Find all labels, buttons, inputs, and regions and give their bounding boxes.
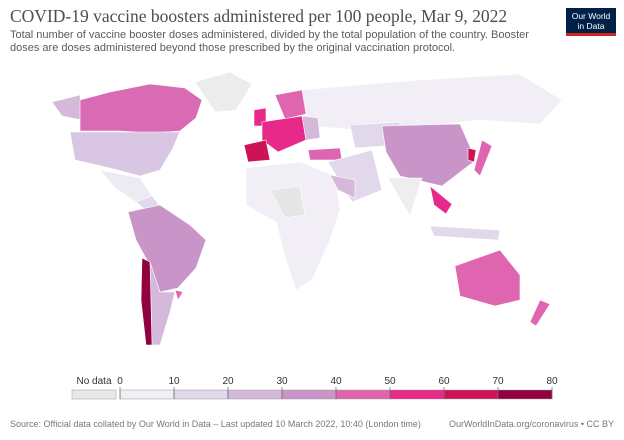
legend: No data 0 10 20 30 40 50 60 70 80 (71, 376, 558, 400)
region (307, 147, 343, 161)
legend-tick-label: 10 (168, 376, 180, 387)
legend-bin (389, 389, 445, 400)
region (454, 249, 521, 307)
continents (51, 71, 563, 346)
legend-bin (335, 389, 391, 400)
source: Source: Official data collated by Our Wo… (10, 419, 421, 429)
map: No data 0 10 20 30 40 50 60 70 80 (51, 71, 563, 400)
legend-bin (119, 389, 175, 400)
region (140, 257, 153, 346)
title: COVID-19 vaccine boosters administered p… (10, 6, 508, 26)
region (274, 89, 307, 120)
legend-tick-label: 30 (276, 376, 288, 387)
region (269, 185, 306, 219)
legend-tick-label: 70 (492, 376, 504, 387)
region (473, 139, 493, 177)
legend-bin (173, 389, 229, 400)
legend-tick-label: 80 (546, 376, 558, 387)
region (261, 115, 307, 153)
region (194, 71, 253, 113)
legend-tick-label: 0 (117, 376, 123, 387)
region (243, 139, 271, 163)
region (301, 115, 321, 141)
legend-tick-label: 50 (384, 376, 396, 387)
no-data-label: No data (76, 376, 111, 387)
region (245, 161, 341, 291)
region (51, 94, 83, 121)
region (381, 123, 477, 187)
region (299, 73, 563, 131)
region (467, 147, 477, 163)
legend-tick-label: 20 (222, 376, 234, 387)
region (174, 289, 184, 301)
region (329, 174, 356, 199)
legend-bin (497, 389, 553, 400)
logo-line: Our World (571, 11, 611, 21)
region (69, 131, 181, 177)
legend-tick-label: 60 (438, 376, 450, 387)
region (387, 177, 423, 217)
legend-tick-label: 40 (330, 376, 342, 387)
legend-bin (227, 389, 283, 400)
region (79, 83, 203, 134)
logo-line: in Data (577, 21, 605, 31)
source-link[interactable]: OurWorldInData.org/coronavirus • CC BY (448, 419, 614, 429)
region (429, 185, 453, 215)
region (429, 225, 501, 241)
region (529, 299, 551, 327)
logo[interactable]: Our World in Data (566, 8, 616, 36)
legend-bin (281, 389, 337, 400)
region (127, 204, 207, 293)
legend-bin (443, 389, 499, 400)
no-data-swatch (71, 389, 117, 400)
subtitle: Total number of vaccine booster doses ad… (10, 29, 529, 54)
